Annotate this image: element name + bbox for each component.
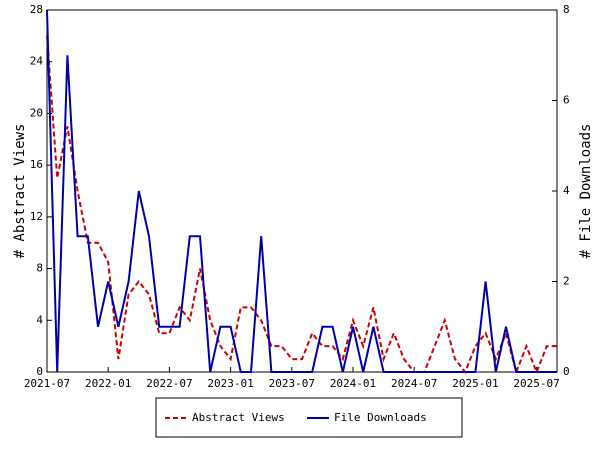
y-tick-label: 12 <box>30 210 43 223</box>
x-tick-label: 2023-07 <box>269 377 315 390</box>
y2-tick-label: 2 <box>563 275 570 288</box>
x-tick-label: 2025-01 <box>452 377 498 390</box>
x-tick-label: 2022-07 <box>146 377 192 390</box>
y2-tick-label: 6 <box>563 94 570 107</box>
y2-tick-label: 4 <box>563 184 570 197</box>
plot-frame <box>46 9 558 373</box>
x-tick-label: 2025-07 <box>513 377 559 390</box>
x-tick-label: 2021-07 <box>24 377 70 390</box>
x-tick-label: 2023-01 <box>207 377 253 390</box>
y-tick-label: 0 <box>36 365 43 378</box>
legend-label: Abstract Views <box>192 411 285 424</box>
x-tick-label: 2022-01 <box>85 377 131 390</box>
y2-axis-title: # File Downloads <box>578 124 594 259</box>
y-tick-label: 24 <box>30 55 44 68</box>
y-tick-label: 28 <box>30 3 43 16</box>
y2-tick-label: 8 <box>563 3 570 16</box>
x-tick-label: 2024-07 <box>391 377 437 390</box>
series-line <box>46 9 557 373</box>
x-tick-label: 2024-01 <box>330 377 376 390</box>
y2-tick-label: 0 <box>563 365 570 378</box>
legend-label: File Downloads <box>334 411 427 424</box>
y-tick-label: 8 <box>36 262 43 275</box>
series-line <box>46 35 557 376</box>
y-tick-label: 16 <box>30 158 43 171</box>
y-tick-label: 20 <box>30 106 43 119</box>
y-axis-title: # Abstract Views <box>12 124 28 259</box>
y-tick-label: 4 <box>36 313 43 326</box>
